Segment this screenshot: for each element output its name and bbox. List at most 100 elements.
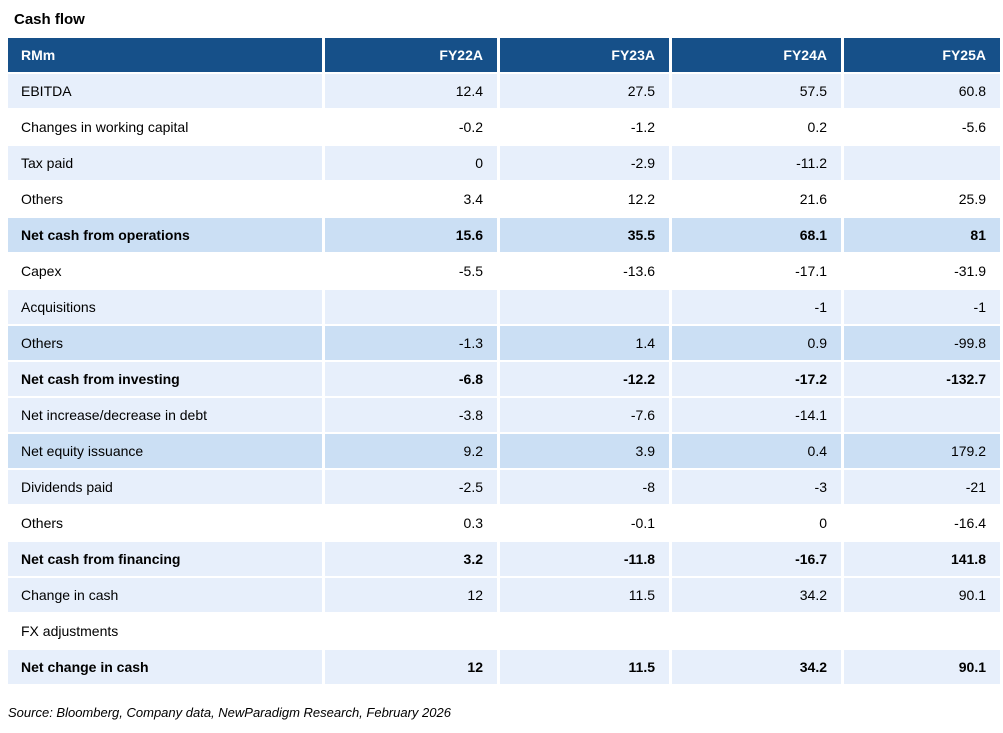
- cell-value: 0.2: [672, 110, 841, 144]
- source-note: Source: Bloomberg, Company data, NewPara…: [8, 705, 451, 720]
- table-row: Change in cash 12 11.5 34.2 90.1: [8, 578, 1000, 612]
- row-label: Changes in working capital: [8, 110, 322, 144]
- row-label: Change in cash: [8, 578, 322, 612]
- cell-value: 179.2: [844, 434, 1000, 468]
- cashflow-table: RMm FY22A FY23A FY24A FY25A EBITDA 12.4 27…: [8, 38, 1000, 684]
- cell-value: 12.2: [500, 182, 669, 216]
- cell-value: [844, 146, 1000, 180]
- column-header-fy24a: FY24A: [672, 38, 841, 72]
- cell-value: -1: [844, 290, 1000, 324]
- cell-value: 57.5: [672, 74, 841, 108]
- cell-value: 11.5: [500, 650, 669, 684]
- cell-value: [500, 290, 669, 324]
- cell-value: [672, 614, 841, 648]
- cell-value: -5.5: [325, 254, 497, 288]
- cell-value: 1.4: [500, 326, 669, 360]
- row-label: Net cash from financing: [8, 542, 322, 576]
- column-header-fy25a: FY25A: [844, 38, 1000, 72]
- cell-value: 12: [325, 578, 497, 612]
- table-row: Tax paid 0 -2.9 -11.2: [8, 146, 1000, 180]
- cell-value: 35.5: [500, 218, 669, 252]
- cell-value: 0: [672, 506, 841, 540]
- cell-value: 68.1: [672, 218, 841, 252]
- table-body: EBITDA 12.4 27.5 57.5 60.8 Changes in working…: [8, 74, 1000, 684]
- table-row: Dividends paid -2.5 -8 -3 -21: [8, 470, 1000, 504]
- cell-value: -11.8: [500, 542, 669, 576]
- row-label: Net equity issuance: [8, 434, 322, 468]
- cell-value: -13.6: [500, 254, 669, 288]
- table-total-row: Net cash from operations 15.6 35.5 68.1 81: [8, 218, 1000, 252]
- table-row: Others 0.3 -0.1 0 -16.4: [8, 506, 1000, 540]
- row-label: Net cash from investing: [8, 362, 322, 396]
- row-label: Others: [8, 506, 322, 540]
- cell-value: -16.4: [844, 506, 1000, 540]
- cell-value: 34.2: [672, 578, 841, 612]
- cell-value: [325, 290, 497, 324]
- cell-value: 25.9: [844, 182, 1000, 216]
- table-row: Acquisitions -1 -1: [8, 290, 1000, 324]
- table-row: Others 3.4 12.2 21.6 25.9: [8, 182, 1000, 216]
- table-row: Changes in working capital -0.2 -1.2 0.2 -5.…: [8, 110, 1000, 144]
- column-header-fy22a: FY22A: [325, 38, 497, 72]
- row-label: FX adjustments: [8, 614, 322, 648]
- cell-value: -14.1: [672, 398, 841, 432]
- cell-value: -1.2: [500, 110, 669, 144]
- cell-value: -21: [844, 470, 1000, 504]
- cell-value: 27.5: [500, 74, 669, 108]
- cell-value: 3.4: [325, 182, 497, 216]
- cell-value: 90.1: [844, 650, 1000, 684]
- cell-value: 12.4: [325, 74, 497, 108]
- column-header-fy23a: FY23A: [500, 38, 669, 72]
- cell-value: -1.3: [325, 326, 497, 360]
- cell-value: -0.1: [500, 506, 669, 540]
- table-row: Net increase/decrease in debt -3.8 -7.6 -14…: [8, 398, 1000, 432]
- cell-value: -3: [672, 470, 841, 504]
- cell-value: -0.2: [325, 110, 497, 144]
- cell-value: -12.2: [500, 362, 669, 396]
- column-header-rmm: RMm: [8, 38, 322, 72]
- cell-value: 81: [844, 218, 1000, 252]
- row-label: Dividends paid: [8, 470, 322, 504]
- table-title: Cash flow: [14, 11, 85, 28]
- cell-value: -3.8: [325, 398, 497, 432]
- table-total-row: Net cash from financing 3.2 -11.8 -16.7 141.…: [8, 542, 1000, 576]
- table-row: Net equity issuance 9.2 3.9 0.4 179.2: [8, 434, 1000, 468]
- row-label: Net cash from operations: [8, 218, 322, 252]
- cell-value: 60.8: [844, 74, 1000, 108]
- cell-value: 34.2: [672, 650, 841, 684]
- cell-value: 90.1: [844, 578, 1000, 612]
- cell-value: 0.3: [325, 506, 497, 540]
- cell-value: 15.6: [325, 218, 497, 252]
- row-label: Others: [8, 326, 322, 360]
- row-label: Others: [8, 182, 322, 216]
- cell-value: -5.6: [844, 110, 1000, 144]
- cell-value: 3.9: [500, 434, 669, 468]
- cell-value: -17.1: [672, 254, 841, 288]
- cell-value: -31.9: [844, 254, 1000, 288]
- cell-value: -2.9: [500, 146, 669, 180]
- cell-value: 9.2: [325, 434, 497, 468]
- table-row: FX adjustments: [8, 614, 1000, 648]
- cell-value: 0.4: [672, 434, 841, 468]
- cell-value: -1: [672, 290, 841, 324]
- table-total-row: Net change in cash 12 11.5 34.2 90.1: [8, 650, 1000, 684]
- cell-value: [325, 614, 497, 648]
- table-total-row: Net cash from investing -6.8 -12.2 -17.2 -13…: [8, 362, 1000, 396]
- cell-value: -11.2: [672, 146, 841, 180]
- table-row: Capex -5.5 -13.6 -17.1 -31.9: [8, 254, 1000, 288]
- cell-value: 141.8: [844, 542, 1000, 576]
- row-label: Capex: [8, 254, 322, 288]
- row-label: Net increase/decrease in debt: [8, 398, 322, 432]
- cell-value: 3.2: [325, 542, 497, 576]
- cell-value: 21.6: [672, 182, 841, 216]
- row-label: Acquisitions: [8, 290, 322, 324]
- table-header-row: RMm FY22A FY23A FY24A FY25A: [8, 38, 1000, 72]
- cell-value: -6.8: [325, 362, 497, 396]
- row-label: Net change in cash: [8, 650, 322, 684]
- row-label: EBITDA: [8, 74, 322, 108]
- cell-value: -7.6: [500, 398, 669, 432]
- cell-value: 12: [325, 650, 497, 684]
- cell-value: -8: [500, 470, 669, 504]
- cell-value: -16.7: [672, 542, 841, 576]
